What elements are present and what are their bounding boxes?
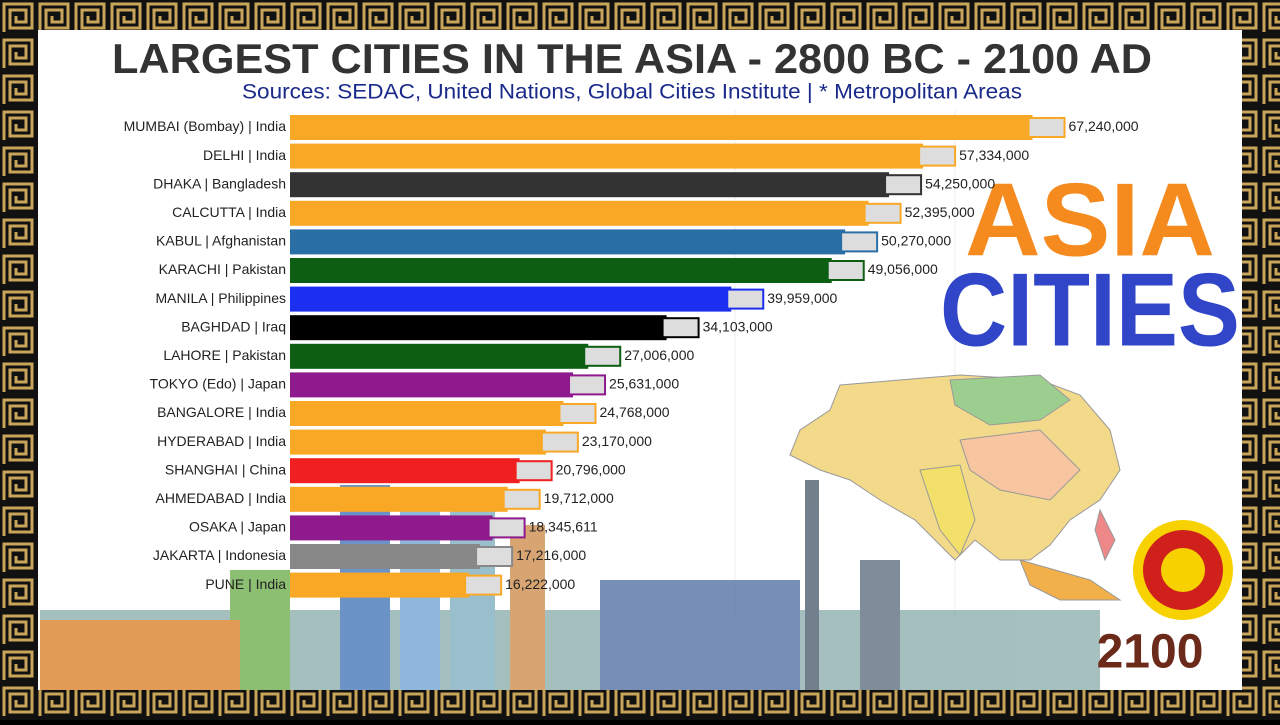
bar <box>290 458 520 484</box>
category-label: JAKARTA | Indonesia <box>153 547 286 563</box>
bar <box>290 372 574 398</box>
category-label: MANILA | Philippines <box>156 290 286 306</box>
chart-title: LARGEST CITIES IN THE ASIA - 2800 BC - 2… <box>112 35 1152 82</box>
bar <box>290 486 508 512</box>
flag <box>840 231 879 253</box>
bars: MUMBAI (Bombay) | India 67,240,000 DELHI |… <box>124 115 1139 598</box>
category-label: PUNE | India <box>205 576 286 592</box>
category-label: KABUL | Afghanistan <box>156 233 286 249</box>
flag <box>568 374 607 396</box>
bar <box>290 200 869 226</box>
bar <box>290 572 470 598</box>
banner-line: ASIA <box>965 162 1215 278</box>
flag <box>918 145 957 167</box>
skyline <box>40 480 1100 690</box>
value-label: 39,959,000 <box>767 290 837 306</box>
category-label: BAGHDAD | Iraq <box>181 318 286 334</box>
flag <box>475 546 514 567</box>
value-label: 16,222,000 <box>505 576 575 592</box>
category-label: HYDERABAD | India <box>157 433 286 449</box>
year-label: 2100 <box>1097 626 1204 679</box>
value-label: 54,250,000 <box>925 175 995 191</box>
value-label: 57,334,000 <box>959 147 1029 163</box>
bar <box>290 286 732 312</box>
bar <box>290 343 589 369</box>
category-label: OSAKA | Japan <box>189 519 286 535</box>
value-label: 18,345,611 <box>529 519 598 535</box>
flag <box>558 403 597 424</box>
chart-subtitle: Sources: SEDAC, United Nations, Global C… <box>242 81 1022 104</box>
bar <box>290 172 890 198</box>
bar <box>290 315 667 341</box>
flag <box>863 202 902 224</box>
map <box>789 374 1122 601</box>
flag <box>826 260 865 281</box>
flag <box>661 317 700 339</box>
bar <box>290 544 481 569</box>
value-label: 67,240,000 <box>1069 118 1139 134</box>
bar <box>290 401 564 426</box>
category-label: CALCUTTA | India <box>172 204 286 220</box>
flag <box>540 431 579 453</box>
value-label: 49,056,000 <box>868 261 938 277</box>
flag <box>514 460 553 482</box>
value-label: 19,712,000 <box>544 490 614 506</box>
category-label: DELHI | India <box>203 147 286 163</box>
bar <box>290 429 546 455</box>
bar <box>290 258 832 283</box>
category-label: TOKYO (Edo) | Japan <box>150 376 286 392</box>
banner-line: CITIES <box>940 252 1240 368</box>
logo <box>1133 520 1233 620</box>
value-label: 23,170,000 <box>582 433 652 449</box>
bar <box>290 229 846 255</box>
value-label: 50,270,000 <box>881 233 951 249</box>
category-label: LAHORE | Pakistan <box>163 347 286 363</box>
bar <box>290 143 924 169</box>
category-label: KARACHI | Pakistan <box>159 261 286 277</box>
flag <box>1027 117 1066 138</box>
category-label: SHANGHAI | China <box>165 461 286 477</box>
flag <box>502 488 541 510</box>
value-label: 24,768,000 <box>600 404 670 420</box>
flag <box>583 345 622 367</box>
value-label: 25,631,000 <box>609 376 679 392</box>
category-label: MUMBAI (Bombay) | India <box>124 118 287 134</box>
bar <box>290 515 493 541</box>
category-label: BANGALORE | India <box>157 404 286 420</box>
value-label: 17,216,000 <box>516 547 586 563</box>
flag <box>487 517 526 539</box>
value-label: 52,395,000 <box>905 204 975 220</box>
category-label: DHAKA | Bangladesh <box>153 175 286 191</box>
flag <box>884 174 923 196</box>
category-label: AHMEDABAD | India <box>156 490 287 506</box>
bar <box>290 115 1033 140</box>
value-label: 20,796,000 <box>556 461 626 477</box>
value-label: 27,006,000 <box>624 347 694 363</box>
flag <box>464 574 503 596</box>
value-label: 34,103,000 <box>703 318 773 334</box>
flag <box>726 288 765 310</box>
